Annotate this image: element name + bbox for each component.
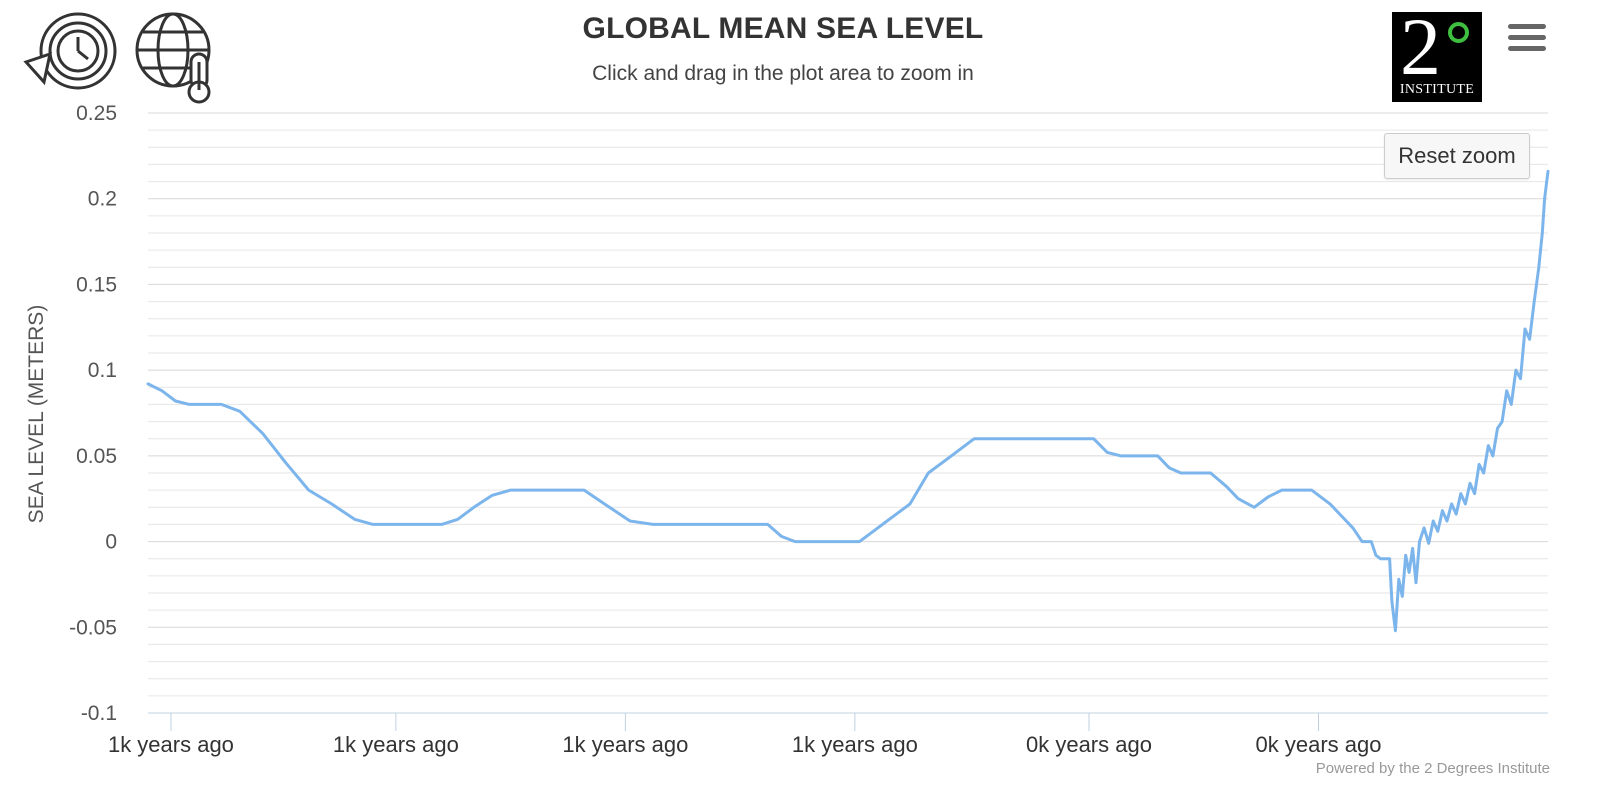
- y-tick-label: 0: [105, 531, 117, 554]
- y-tick-label: 0.25: [76, 102, 117, 125]
- institute-logo: 2 INSTITUTE: [1392, 12, 1482, 102]
- globe-thermometer-icon[interactable]: [133, 10, 221, 106]
- y-tick-label: 0.05: [76, 445, 117, 468]
- x-tick-label: 1k years ago: [562, 732, 688, 757]
- x-tick-label: 1k years ago: [792, 732, 918, 757]
- chart-grid: [148, 112, 1548, 714]
- chart-subtitle: Click and drag in the plot area to zoom …: [592, 62, 974, 85]
- y-tick-label: 0.2: [88, 188, 117, 211]
- x-axis-ticks: 1k years ago 1k years ago 1k years ago 1k y…: [108, 713, 1382, 757]
- y-tick-label: 0.1: [88, 359, 117, 382]
- menu-bar: [1508, 35, 1546, 40]
- credits-link[interactable]: Powered by the 2 Degrees Institute: [1315, 760, 1550, 777]
- x-tick-label: 0k years ago: [1026, 732, 1152, 757]
- x-tick-label: 1k years ago: [333, 732, 459, 757]
- history-clock-icon[interactable]: [22, 10, 122, 92]
- logo-numeral: 2: [1400, 12, 1441, 92]
- sea-level-series-line[interactable]: [146, 169, 1550, 633]
- y-axis-ticks: -0.1 -0.05 0 0.05 0.1 0.15 0.2 0.25: [69, 102, 117, 725]
- y-axis-label: SEA LEVEL (METERS): [25, 305, 48, 524]
- x-tick-label: 0k years ago: [1256, 732, 1382, 757]
- menu-bar: [1508, 24, 1546, 29]
- chart-title: GLOBAL MEAN SEA LEVEL: [582, 12, 984, 45]
- reset-zoom-button[interactable]: Reset zoom: [1384, 133, 1530, 179]
- logo-text: INSTITUTE: [1399, 82, 1475, 97]
- y-tick-label: 0.15: [76, 273, 117, 296]
- menu-bar: [1508, 46, 1546, 51]
- x-tick-label: 1k years ago: [108, 732, 234, 757]
- y-tick-label: -0.1: [81, 702, 117, 725]
- hamburger-menu-icon[interactable]: [1508, 24, 1546, 60]
- logo-degree-icon: [1448, 22, 1469, 43]
- y-tick-label: -0.05: [69, 616, 117, 639]
